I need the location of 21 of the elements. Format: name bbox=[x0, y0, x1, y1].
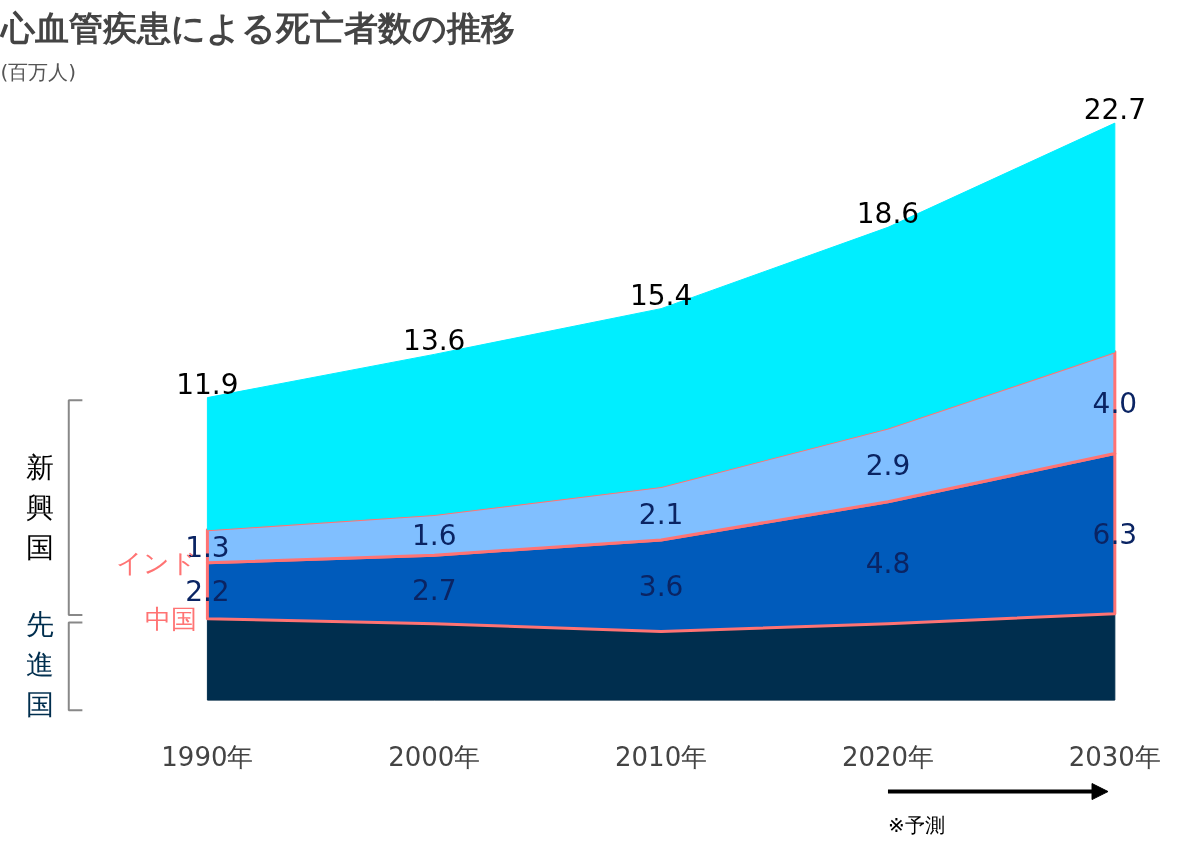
data-label: 2.9 bbox=[865, 449, 911, 483]
total-label: 22.7 bbox=[1083, 93, 1146, 127]
text: ※予測 bbox=[887, 812, 945, 837]
text: (百万人) bbox=[0, 59, 77, 84]
x-tick-label: 1990年 bbox=[161, 742, 254, 773]
x-tick-label: 2020年 bbox=[841, 742, 935, 773]
total-label: 18.6 bbox=[856, 197, 920, 231]
total-label: 13.6 bbox=[403, 324, 466, 358]
x-tick-label: 2010年 bbox=[615, 742, 708, 773]
total-label: 15.4 bbox=[629, 278, 693, 312]
data-label: 4.8 bbox=[865, 547, 911, 581]
x-tick-label: 2000年 bbox=[388, 742, 481, 773]
data-label: 2.1 bbox=[638, 497, 684, 531]
data-label: 3.6 bbox=[638, 570, 684, 604]
total-label: 11.9 bbox=[176, 367, 239, 401]
text: 先進国 bbox=[25, 608, 54, 721]
x-tick-label: 2030年 bbox=[1068, 742, 1161, 773]
text: 新興国 bbox=[25, 451, 54, 564]
data-label: 6.3 bbox=[1092, 518, 1138, 552]
data-label: 2.7 bbox=[411, 573, 457, 607]
data-label: 1.6 bbox=[411, 519, 457, 553]
